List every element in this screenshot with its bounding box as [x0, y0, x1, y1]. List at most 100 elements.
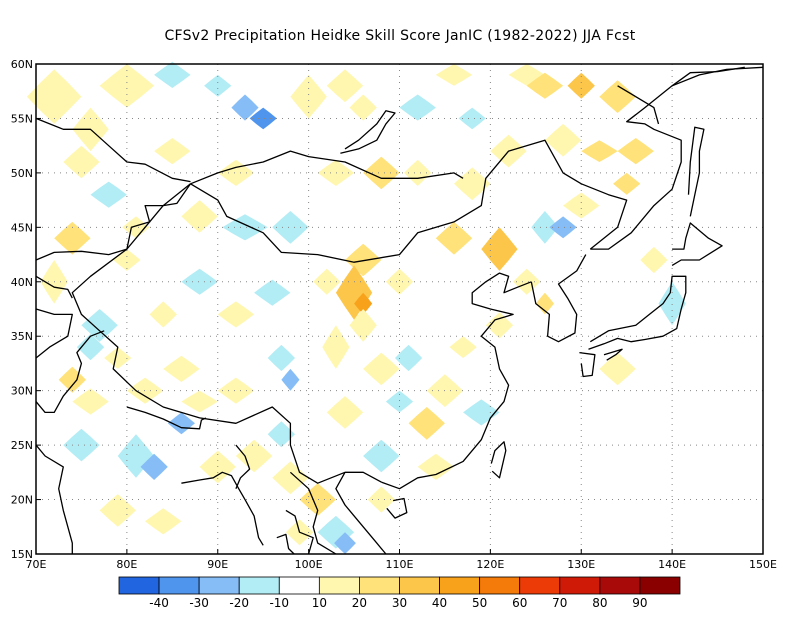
skill-patch	[181, 200, 218, 233]
coastline-segment	[490, 441, 507, 479]
skill-patch	[204, 74, 232, 97]
colorbar-swatch	[118, 576, 160, 595]
coastline-segment	[386, 497, 408, 519]
colorbar-label: -40	[149, 596, 169, 610]
skill-patch	[334, 532, 356, 554]
skill-patch	[149, 301, 177, 328]
skill-patch	[363, 156, 400, 190]
lon-tick-label: 100E	[295, 558, 323, 571]
skill-patch	[363, 439, 400, 473]
colorbar-label: 20	[352, 596, 367, 610]
coastline-segment	[687, 126, 705, 217]
colorbar-label: -30	[189, 596, 209, 610]
skill-patch	[63, 145, 100, 179]
coastline-segment	[35, 330, 105, 414]
skill-patch	[435, 64, 473, 86]
skill-patch	[367, 486, 395, 513]
skill-patch	[617, 138, 654, 165]
skill-patch	[563, 192, 600, 219]
coastline-segment	[35, 308, 73, 359]
coastline-segment	[671, 222, 723, 266]
lon-tick-label: 80E	[116, 558, 137, 571]
lat-tick-label: 20N	[11, 494, 33, 507]
skill-patch	[181, 390, 218, 413]
skill-patch	[154, 61, 191, 88]
skill-patch	[181, 268, 218, 295]
skill-patch	[385, 390, 414, 413]
skill-patch	[549, 216, 577, 239]
skill-patch	[272, 461, 309, 495]
skill-patch	[217, 377, 255, 404]
lat-tick-label: 40N	[11, 276, 33, 289]
lon-tick-label: 140E	[658, 558, 686, 571]
skill-patch	[254, 279, 291, 306]
coastline-segment	[285, 509, 314, 555]
coastline-segment	[381, 272, 532, 490]
skill-patch	[658, 281, 686, 326]
coastline-segment	[289, 471, 337, 555]
colorbar-label: 70	[552, 596, 567, 610]
coastline-segment	[340, 110, 396, 154]
coastline-segment	[579, 351, 596, 378]
colorbar-swatch	[599, 576, 641, 595]
colorbar-label: 50	[472, 596, 487, 610]
colorbar-swatch	[318, 576, 360, 595]
skill-patch	[535, 292, 554, 315]
colorbar-label: 30	[392, 596, 407, 610]
skill-patch	[363, 352, 400, 386]
skill-patch	[299, 483, 336, 516]
lon-tick-label: 130E	[567, 558, 595, 571]
skill-patch	[349, 309, 377, 342]
colorbar-label: 10	[312, 596, 327, 610]
skill-field	[26, 61, 686, 554]
coastline-segment	[671, 66, 745, 87]
coastline-segment	[235, 444, 251, 489]
lat-tick-label: 30N	[11, 385, 33, 398]
skill-patch	[326, 69, 364, 103]
skill-patch	[272, 211, 309, 244]
coastline-segment	[35, 275, 73, 299]
skill-patch	[231, 94, 259, 121]
colorbar-label: -10	[269, 596, 289, 610]
skill-patch	[395, 344, 423, 372]
skill-patch	[54, 221, 91, 255]
coastlines-borders	[35, 66, 764, 555]
skill-patch	[640, 246, 668, 274]
skill-patch	[281, 368, 300, 391]
skill-patch	[235, 439, 273, 473]
colorbar-swatch	[519, 576, 561, 595]
skill-patch	[613, 172, 641, 195]
skill-patch	[217, 159, 255, 186]
colorbar-swatch	[238, 576, 280, 595]
colorbar: -40 -30 -20 -10 10 20 30 40 50 60 70 80 90	[118, 576, 681, 610]
skill-patch	[145, 508, 182, 535]
skill-patch	[217, 301, 255, 328]
skill-patch	[249, 107, 277, 130]
skill-patch	[513, 268, 541, 295]
skill-patch	[222, 214, 268, 241]
skill-patch	[81, 309, 118, 342]
skill-patch	[267, 344, 295, 372]
map-frame	[36, 64, 763, 554]
colorbar-swatch	[158, 576, 200, 595]
skill-patch	[90, 181, 127, 208]
skill-patch	[72, 388, 109, 415]
axis-ticks: 70E 80E 90E 100E 110E 120E 130E 140E 150E 15N 20N 2…	[11, 58, 777, 571]
coastline-segment	[190, 150, 464, 185]
grid-lines	[36, 64, 763, 554]
skill-patch	[326, 396, 364, 429]
skill-patch	[599, 352, 636, 386]
colorbar-swatch	[639, 576, 681, 595]
colorbar-swatch	[559, 576, 601, 595]
skill-patch	[599, 80, 636, 113]
colorbar-label: -20	[229, 596, 249, 610]
lat-tick-label: 15N	[11, 548, 33, 561]
skill-patch	[317, 159, 355, 186]
lon-tick-label: 110E	[386, 558, 414, 571]
coastline-segment	[617, 85, 660, 125]
skill-patch	[408, 407, 445, 440]
skill-patch	[385, 268, 414, 295]
skill-patch	[267, 421, 295, 448]
coastline-segment	[35, 117, 191, 183]
